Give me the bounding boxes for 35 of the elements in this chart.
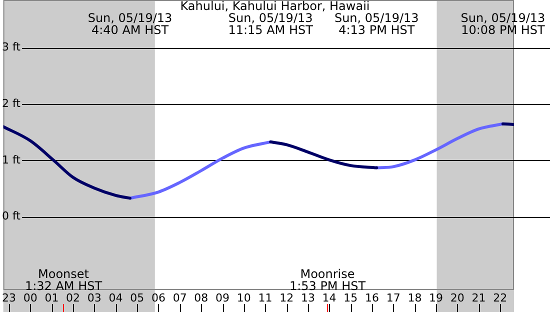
ref-line-label: Moonset 1:32 AM HST [24,267,103,294]
x-tick-label: 14 [322,291,336,304]
x-tick-label: 05 [130,291,144,304]
x-tick-label: 22 [493,291,508,304]
x2-tick-label: Sun, 05/19/13 4:40 AM HST [88,11,172,38]
chart-title: Kahului, Kahului Harbor, Hawaii [180,0,370,14]
x-tick-label: 17 [386,291,400,304]
x-tick-label: 03 [87,291,102,304]
x2-tick-label: Sun, 05/19/13 11:15 AM HST [228,11,314,38]
x-tick-label: 19 [429,291,444,304]
y-tick-label: 1 ft [2,153,22,166]
ref-line-label: Moonrise 1:53 PM HST [289,267,366,294]
y-tick-label: 2 ft [2,97,22,110]
x-tick-label: 01 [44,291,59,304]
x-tick-label: 06 [151,291,166,304]
y-tick-label: 3 ft [2,40,22,54]
x-tick-label: 23 [2,291,16,304]
x-tick-label: 10 [236,291,251,304]
y-tick-label: 0 ft [2,210,22,223]
x-tick-label: 16 [365,291,379,304]
x-tick-label: 04 [108,291,123,304]
x-tick-label: 07 [172,291,187,304]
x-tick-label: 15 [344,291,358,304]
x-tick-label: 09 [216,291,230,304]
x-tick-label: 11 [258,291,272,304]
x-tick-label: 20 [450,291,464,304]
x-tick-label: 21 [472,291,486,304]
x-tick-label: 18 [408,291,422,304]
x-tick-label: 00 [23,291,38,304]
x2-tick-label: Sun, 05/19/13 10:08 PM HST [460,11,546,38]
x-tick-label: 08 [194,291,208,304]
x-tick-label: 12 [280,291,294,304]
x-tick-label: 02 [66,291,80,304]
x2-tick-label: Sun, 05/19/13 4:13 PM HST [334,11,419,38]
x-tick-label: 13 [300,291,315,304]
